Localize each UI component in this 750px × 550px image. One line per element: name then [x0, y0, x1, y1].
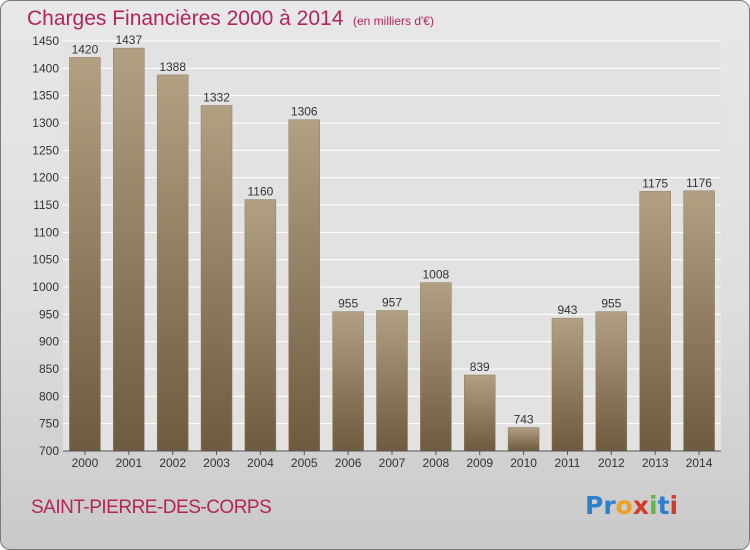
- data-label: 1176: [686, 176, 712, 190]
- y-tick-label: 750: [39, 417, 59, 431]
- x-tick-label: 2012: [598, 456, 625, 470]
- bar: [420, 282, 452, 452]
- data-labels: 1420 1437 1388 1332 1160 1306 955 957 1008 839 743…: [72, 33, 713, 426]
- bar: [551, 317, 584, 452]
- x-tick-label: 2007: [379, 456, 406, 470]
- data-label: 1437: [115, 33, 142, 47]
- data-label: 943: [557, 303, 577, 317]
- y-tick-label: 700: [39, 444, 59, 458]
- data-label: 1175: [642, 176, 668, 190]
- y-tick-label: 950: [39, 307, 59, 321]
- y-tick-label: 1050: [32, 253, 59, 267]
- data-label: 955: [601, 297, 621, 311]
- data-label: 1306: [291, 105, 318, 119]
- bar: [113, 47, 145, 452]
- data-label: 1008: [423, 268, 450, 282]
- bar: [332, 311, 364, 452]
- y-tick-label: 1150: [33, 198, 59, 212]
- data-label: 1160: [247, 185, 273, 199]
- data-label: 839: [470, 360, 490, 374]
- y-tick-label: 1200: [32, 171, 59, 185]
- data-label: 1420: [72, 42, 99, 56]
- bar: [156, 74, 189, 452]
- y-tick-label: 1100: [33, 225, 59, 239]
- x-tick-label: 2005: [291, 456, 318, 470]
- x-tick-label: 2004: [247, 456, 274, 470]
- x-tick-label: 2009: [466, 456, 493, 470]
- data-label: 957: [382, 296, 402, 310]
- y-axis: 700 750 800 850 900 950 1000 1050 1100 1150 1200 12…: [32, 34, 59, 458]
- y-tick-label: 1300: [32, 116, 59, 130]
- data-label: 743: [514, 412, 534, 426]
- x-tick-label: 2010: [510, 456, 537, 470]
- chart-subtitle: (en milliers d'€): [353, 14, 434, 28]
- bar: [639, 191, 671, 452]
- x-axis: 2000 2001 2002 2003 2004 2005 2006 2007 2008 2009…: [63, 450, 721, 470]
- bar: [288, 119, 321, 452]
- bar: [595, 311, 628, 452]
- bar: [376, 310, 408, 452]
- y-tick-label: 900: [39, 335, 59, 349]
- y-tick-label: 1350: [32, 89, 59, 103]
- chart-title: Charges Financières 2000 à 2014: [27, 7, 344, 30]
- bar: [683, 190, 715, 452]
- x-tick-label: 2011: [555, 456, 581, 470]
- bar: [244, 199, 277, 452]
- x-tick-label: 2006: [335, 456, 362, 470]
- x-tick-label: 2000: [72, 456, 99, 470]
- bar: [69, 57, 101, 452]
- bar-chart: 700 750 800 850 900 950 1000 1050 1100 1150 1200 12…: [32, 33, 721, 470]
- x-tick-label: 2001: [115, 456, 142, 470]
- y-tick-label: 1250: [32, 143, 59, 157]
- commune-name: SAINT-PIERRE-DES-CORPS: [31, 497, 272, 518]
- bar: [200, 105, 233, 452]
- x-tick-label: 2008: [423, 456, 450, 470]
- bar: [463, 374, 496, 452]
- data-label: 1332: [203, 91, 230, 105]
- proxiti-logo: Proxiti: [585, 491, 679, 520]
- y-tick-label: 1450: [32, 34, 59, 48]
- y-tick-label: 850: [39, 362, 59, 376]
- x-tick-label: 2014: [686, 456, 713, 470]
- y-tick-label: 1400: [32, 61, 59, 75]
- data-label: 955: [338, 297, 358, 311]
- x-tick-label: 2002: [159, 456, 186, 470]
- bars: [69, 47, 715, 452]
- y-tick-label: 1000: [32, 280, 59, 294]
- x-tick-label: 2013: [642, 456, 669, 470]
- x-tick-label: 2003: [203, 456, 230, 470]
- y-tick-label: 800: [39, 389, 59, 403]
- data-label: 1388: [159, 60, 186, 74]
- bar: [507, 427, 540, 452]
